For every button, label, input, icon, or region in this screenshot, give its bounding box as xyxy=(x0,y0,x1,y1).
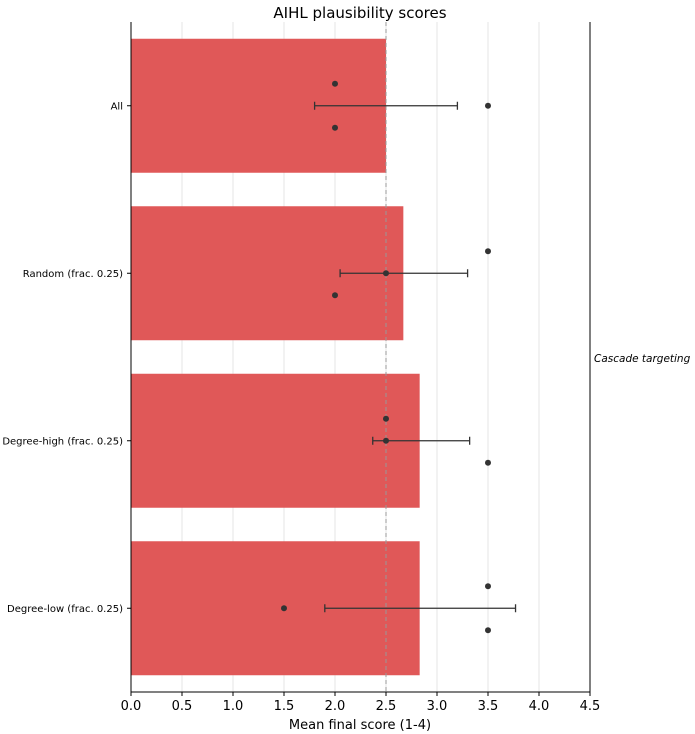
y-category-label: Degree-high (frac. 0.25) xyxy=(2,436,123,447)
chart-title: AIHL plausibility scores xyxy=(273,4,446,22)
data-point xyxy=(332,292,338,299)
data-point xyxy=(332,124,338,131)
data-point xyxy=(485,459,491,466)
data-point xyxy=(485,627,491,634)
x-tick-label: 3.5 xyxy=(478,699,499,714)
data-point xyxy=(485,583,491,590)
axes xyxy=(130,22,591,693)
y-category-labels: All Random (frac. 0.25) Degree-high (frac.… xyxy=(2,101,131,615)
x-ticks: 0.0 0.5 1.0 1.5 2.0 2.5 3.0 3.5 4.0 4.5 xyxy=(121,692,601,714)
y-category-label: All xyxy=(111,101,123,112)
x-tick-label: 1.0 xyxy=(223,699,244,714)
x-tick-label: 0.5 xyxy=(172,699,193,714)
data-point xyxy=(332,80,338,87)
x-tick-label: 1.5 xyxy=(274,699,295,714)
x-axis-label: Mean final score (1-4) xyxy=(289,718,431,733)
y-category-label: Degree-low (frac. 0.25) xyxy=(7,604,123,615)
x-tick-label: 0.0 xyxy=(121,699,142,714)
data-point xyxy=(383,270,389,277)
data-points xyxy=(281,80,491,634)
data-point xyxy=(383,415,389,422)
side-label: Cascade targeting xyxy=(594,353,691,365)
x-tick-label: 3.0 xyxy=(427,699,448,714)
data-point xyxy=(383,437,389,444)
bar xyxy=(131,373,420,508)
data-point xyxy=(485,248,491,255)
x-tick-label: 2.5 xyxy=(376,699,397,714)
data-point xyxy=(485,102,491,109)
data-point xyxy=(281,605,287,612)
y-category-label: Random (frac. 0.25) xyxy=(23,269,123,280)
x-tick-label: 4.5 xyxy=(580,699,601,714)
error-bars xyxy=(313,101,517,613)
x-tick-label: 2.0 xyxy=(325,699,346,714)
x-tick-label: 4.0 xyxy=(529,699,550,714)
bars xyxy=(131,38,420,676)
